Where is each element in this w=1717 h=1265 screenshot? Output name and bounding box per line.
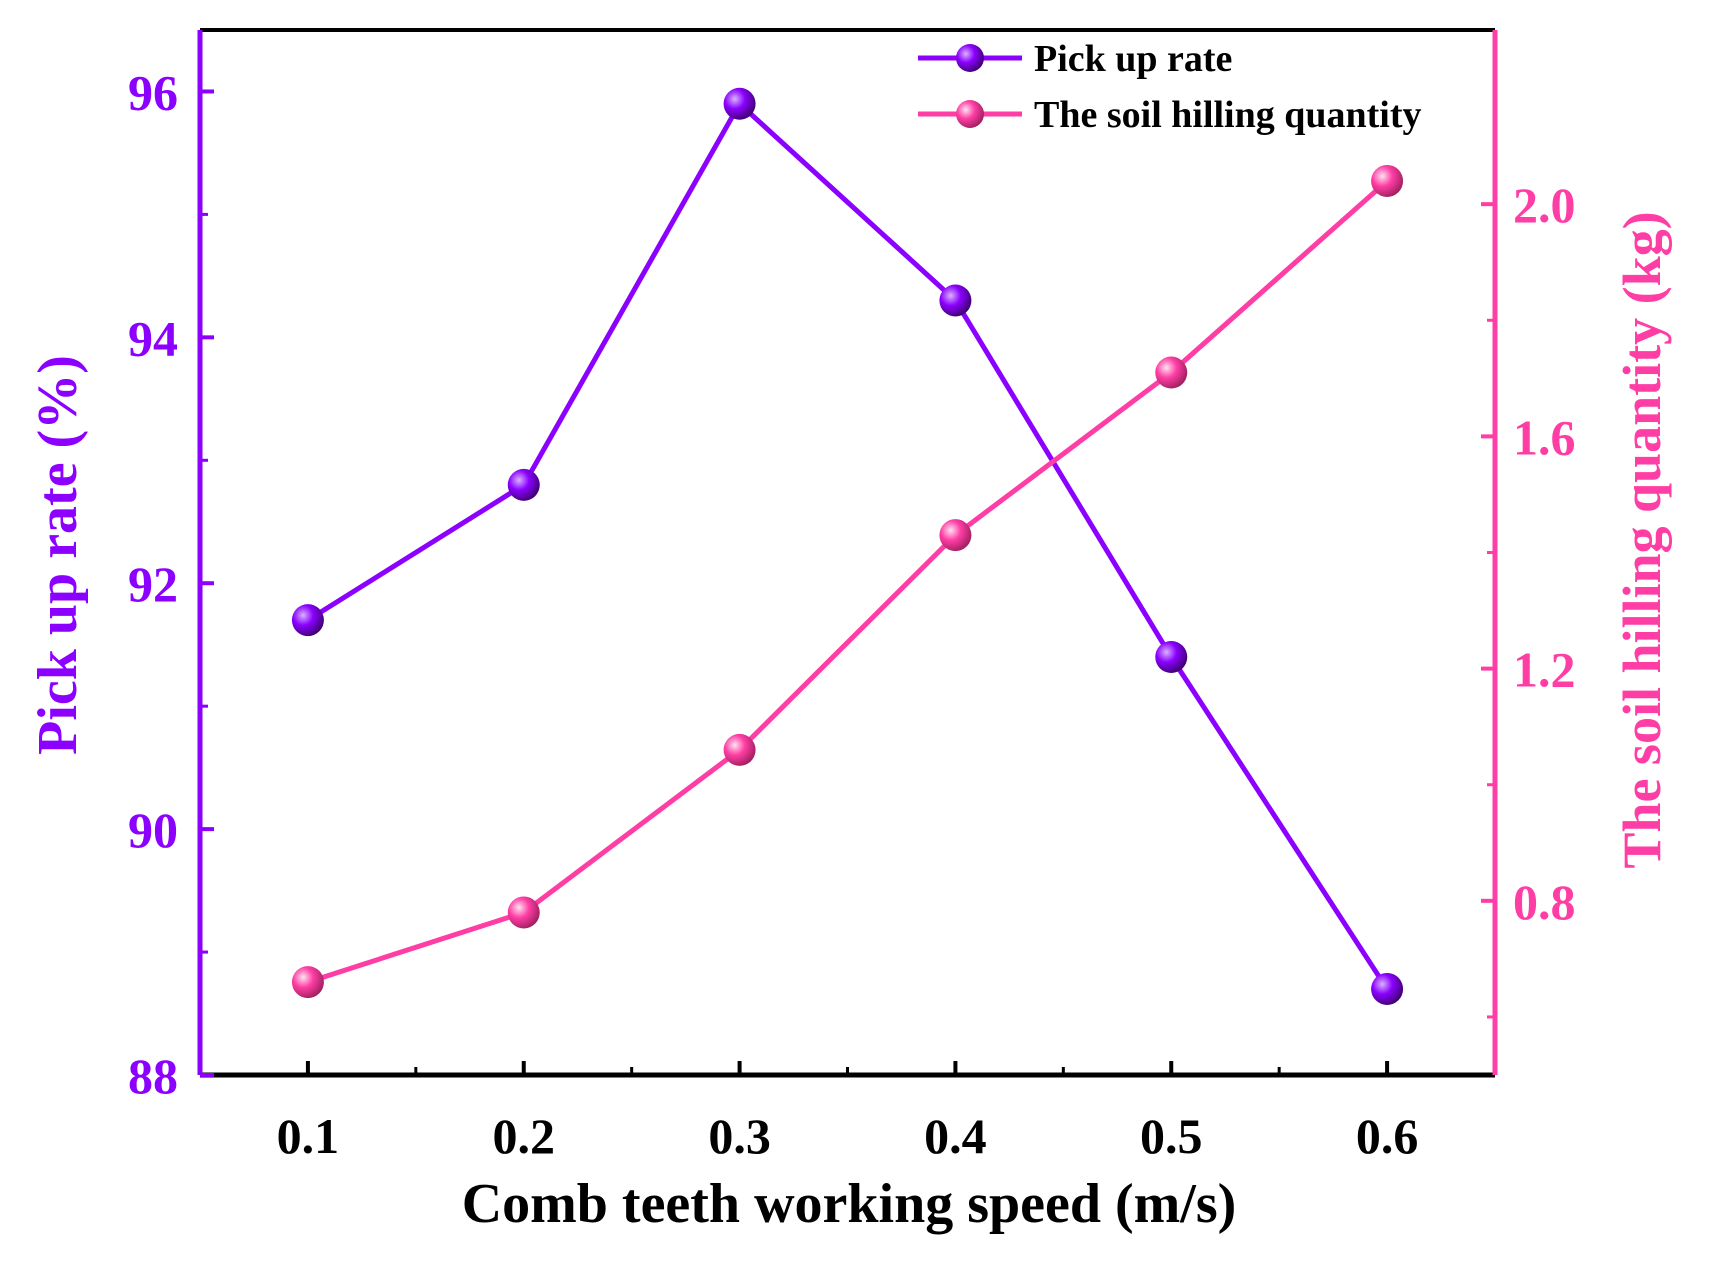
series-line-soil-hilling: [307, 179, 1389, 985]
legend-label-pick-up-rate: Pick up rate: [1034, 38, 1232, 80]
data-point-pick-up-rate: [291, 604, 324, 637]
legend-marker-pick-up-rate: [956, 44, 984, 72]
y-right-tick-label: 0.8: [1513, 874, 1576, 930]
plot-area: 0.1 0.2 0.3 0.4 0.5 0.6 88 90 92 94 96 0.8 1.2 1.6 2.0: [128, 28, 1576, 1164]
y-left-tick-label: 92: [128, 556, 178, 612]
data-point-soil-hilling: [1155, 356, 1188, 389]
y-right-tick-label: 2.0: [1513, 177, 1576, 233]
legend-marker-soil-hilling: [956, 100, 984, 128]
y-left-tick-label: 88: [128, 1048, 178, 1104]
y-left-tick-label: 94: [128, 310, 178, 366]
data-point-soil-hilling: [939, 519, 972, 552]
y-left-tick-label: 96: [128, 64, 178, 120]
y-axis-left-title: Pick up rate (%): [27, 355, 89, 755]
data-point-pick-up-rate: [939, 284, 972, 317]
x-tick-label: 0.4: [924, 1108, 987, 1164]
x-axis-title: Comb teeth working speed (m/s): [462, 1173, 1237, 1235]
legend: Pick up rate The soil hilling quantity: [918, 38, 1422, 136]
data-point-soil-hilling: [291, 966, 324, 999]
data-point-soil-hilling: [507, 896, 540, 929]
legend-item-soil-hilling: The soil hilling quantity: [918, 94, 1422, 136]
y-axis-right-title: The soil hilling quantity (kg): [1612, 211, 1672, 868]
data-point-soil-hilling: [1371, 164, 1404, 197]
y-right-tick-label: 1.6: [1513, 409, 1576, 465]
x-tick-label: 0.5: [1140, 1108, 1203, 1164]
series-line-pick-up-rate: [306, 99, 1390, 991]
legend-label-soil-hilling: The soil hilling quantity: [1034, 94, 1422, 136]
x-tick-label: 0.6: [1356, 1108, 1419, 1164]
x-tick-label: 0.2: [493, 1108, 556, 1164]
data-point-pick-up-rate: [1371, 972, 1404, 1005]
data-point-pick-up-rate: [723, 87, 756, 120]
data-point-pick-up-rate: [507, 468, 540, 501]
legend-item-pick-up-rate: Pick up rate: [918, 38, 1232, 80]
y-right-tick-label: 1.2: [1513, 642, 1576, 698]
x-tick-label: 0.1: [277, 1108, 340, 1164]
data-point-soil-hilling: [723, 733, 756, 766]
x-tick-label: 0.3: [708, 1108, 771, 1164]
data-point-pick-up-rate: [1155, 641, 1188, 673]
y-left-tick-label: 90: [128, 802, 178, 858]
